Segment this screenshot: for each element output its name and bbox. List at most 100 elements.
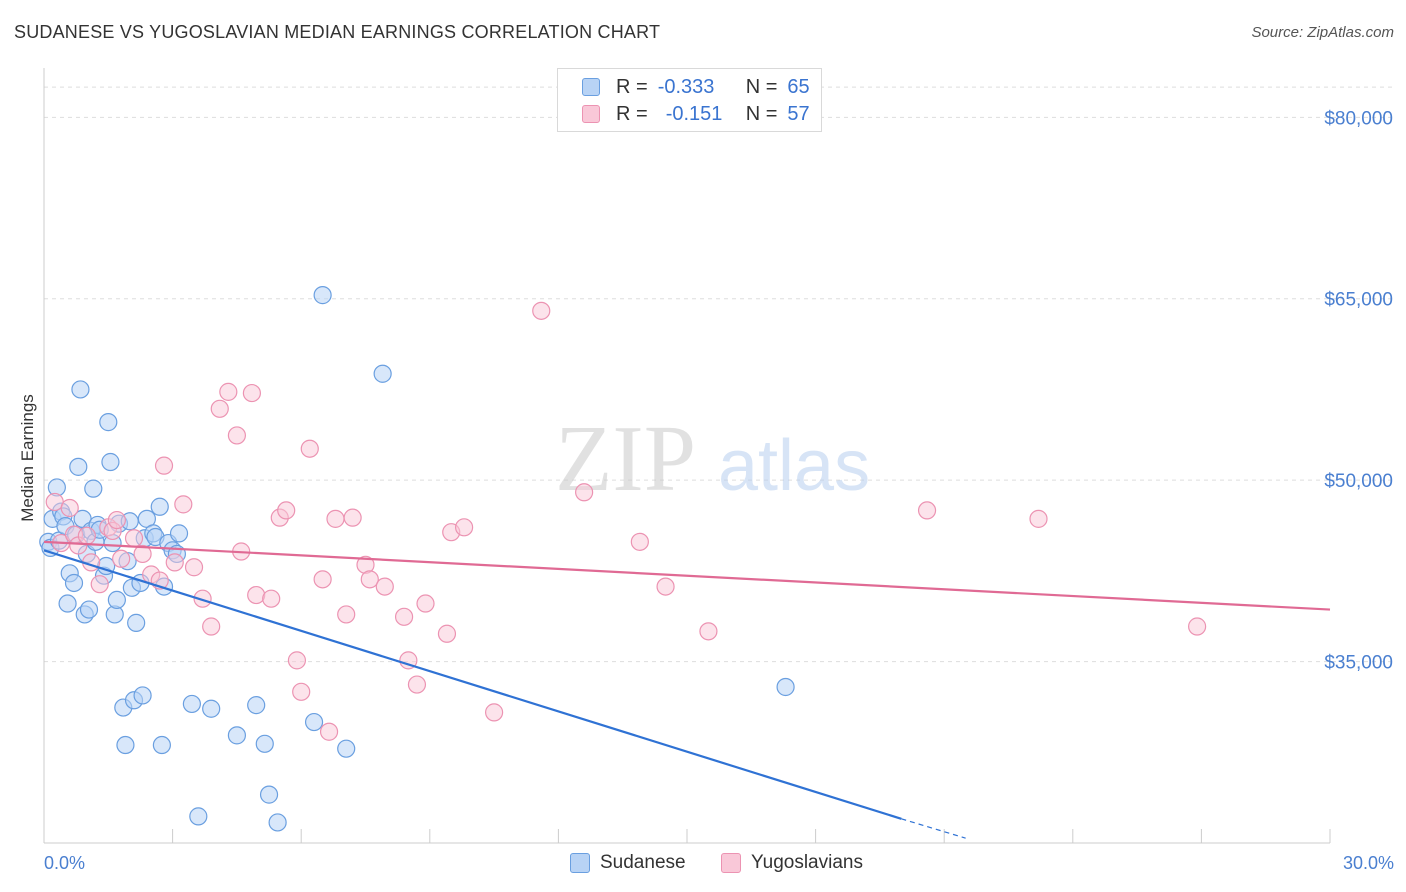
- data-point-yugoslavians: [227, 426, 246, 445]
- data-point-yugoslavians: [242, 383, 262, 403]
- data-point-sudanese: [268, 813, 287, 832]
- data-point-sudanese: [71, 380, 90, 399]
- data-point-sudanese: [69, 457, 88, 476]
- data-point-yugoslavians: [154, 456, 174, 475]
- legend-row-sudanese: R = -0.333 N = 65: [582, 75, 810, 99]
- data-point-yugoslavians: [532, 301, 551, 320]
- data-point-yugoslavians: [407, 675, 427, 694]
- data-point-sudanese: [227, 726, 246, 745]
- data-point-yugoslavians: [60, 498, 79, 518]
- data-point-yugoslavians: [343, 508, 362, 527]
- data-point-yugoslavians: [174, 495, 193, 514]
- y-tick-label: $80,000: [1324, 108, 1393, 129]
- data-point-yugoslavians: [193, 589, 212, 608]
- data-point-yugoslavians: [300, 439, 319, 458]
- data-point-yugoslavians: [165, 553, 184, 572]
- data-point-sudanese: [169, 524, 189, 543]
- data-point-sudanese: [189, 807, 208, 826]
- correlation-legend: R = -0.333 N = 65 R = -0.151 N = 57: [557, 68, 822, 132]
- watermark-atlas: atlas: [718, 426, 870, 506]
- legend-item-yugoslavians[interactable]: Yugoslavians: [721, 852, 863, 874]
- legend-swatch-sudanese: [570, 853, 590, 873]
- data-point-sudanese: [150, 497, 169, 516]
- data-point-yugoslavians: [77, 526, 96, 545]
- x-tick-label-max: 30.0%: [1343, 853, 1394, 873]
- legend-n-label: N =: [745, 75, 778, 98]
- data-point-yugoslavians: [319, 722, 339, 741]
- data-point-sudanese: [373, 364, 392, 383]
- data-point-sudanese: [101, 452, 120, 472]
- trend-line-yugoslavians: [43, 540, 1331, 611]
- data-point-yugoslavians: [630, 532, 649, 551]
- data-point-sudanese: [116, 735, 135, 755]
- data-point-sudanese: [259, 785, 279, 804]
- trend-line-sudanese-extension: [901, 818, 966, 839]
- data-point-sudanese: [202, 699, 221, 718]
- data-point-yugoslavians: [277, 501, 296, 520]
- data-point-yugoslavians: [210, 399, 229, 418]
- grid-lines: [44, 86, 1394, 663]
- data-point-yugoslavians: [184, 558, 204, 577]
- data-point-yugoslavians: [112, 549, 131, 568]
- data-point-sudanese: [152, 735, 171, 755]
- legend-r-value: -0.333: [657, 75, 715, 98]
- legend-n-value: 65: [787, 75, 810, 98]
- trend-line-sudanese: [43, 549, 902, 820]
- data-point-yugoslavians: [699, 622, 718, 641]
- data-point-sudanese: [247, 696, 266, 715]
- trend-lines: [43, 540, 1331, 839]
- data-point-yugoslavians: [337, 605, 356, 624]
- legend-swatch-blue: [582, 78, 600, 96]
- legend-item-sudanese[interactable]: Sudanese: [570, 852, 686, 874]
- series-legend: Sudanese Yugoslavians: [0, 852, 1406, 876]
- legend-n-value: 57: [787, 102, 810, 125]
- legend-n-label: N =: [745, 102, 778, 125]
- data-point-sudanese: [84, 479, 103, 498]
- yugoslavian-points: [45, 301, 1207, 741]
- data-point-sudanese: [99, 413, 118, 432]
- data-point-yugoslavians: [313, 570, 332, 589]
- y-tick-labels: $35,000 $50,000 $65,000 $80,000: [1324, 108, 1393, 673]
- data-point-sudanese: [337, 739, 356, 758]
- data-point-sudanese: [133, 686, 152, 705]
- data-point-yugoslavians: [394, 607, 414, 626]
- data-point-yugoslavians: [375, 577, 394, 596]
- data-point-yugoslavians: [416, 594, 435, 613]
- data-point-yugoslavians: [454, 518, 474, 537]
- data-point-yugoslavians: [262, 589, 281, 608]
- data-point-yugoslavians: [90, 575, 109, 594]
- data-point-yugoslavians: [437, 624, 457, 643]
- data-point-yugoslavians: [917, 501, 937, 520]
- y-tick-label: $50,000: [1324, 471, 1393, 492]
- data-point-yugoslavians: [287, 651, 307, 670]
- data-point-sudanese: [304, 712, 324, 732]
- data-point-sudanese: [127, 613, 146, 632]
- data-point-yugoslavians: [656, 577, 675, 596]
- data-point-sudanese: [182, 694, 201, 714]
- data-point-sudanese: [58, 594, 77, 613]
- data-point-yugoslavians: [247, 585, 266, 605]
- data-point-sudanese: [255, 734, 274, 753]
- source-credit: Source: ZipAtlas.com: [1251, 24, 1394, 41]
- data-point-yugoslavians: [1188, 617, 1207, 636]
- axes: [43, 68, 1331, 844]
- x-tick-label-min: 0.0%: [44, 853, 85, 873]
- data-point-yugoslavians: [575, 483, 594, 502]
- y-tick-label: $65,000: [1324, 290, 1393, 311]
- data-point-sudanese: [79, 600, 99, 619]
- data-point-yugoslavians: [202, 617, 221, 636]
- legend-r-label: R =: [616, 102, 648, 125]
- legend-label-yugoslavians: Yugoslavians: [751, 852, 863, 873]
- data-point-yugoslavians: [326, 509, 345, 528]
- legend-swatch-yugoslavians: [721, 853, 741, 873]
- data-point-sudanese: [776, 677, 795, 697]
- legend-row-yugoslavians: R = -0.151 N = 57: [582, 102, 810, 126]
- data-point-yugoslavians: [485, 703, 504, 722]
- legend-r-value: -0.151: [665, 102, 723, 125]
- data-point-yugoslavians: [219, 382, 238, 401]
- data-point-yugoslavians: [1029, 509, 1048, 528]
- data-point-yugoslavians: [292, 682, 311, 701]
- legend-label-sudanese: Sudanese: [600, 852, 686, 873]
- data-point-yugoslavians: [107, 510, 126, 530]
